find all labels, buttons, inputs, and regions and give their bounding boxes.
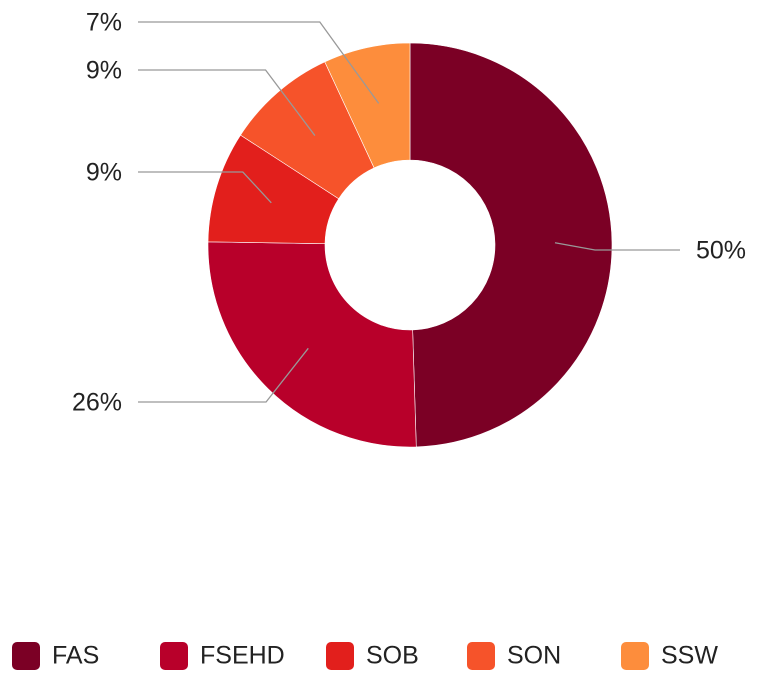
- legend-swatch: [12, 642, 40, 670]
- donut-slice: [324, 42, 411, 169]
- legend-label: SSW: [661, 642, 718, 670]
- leader-line: [138, 171, 272, 204]
- data-label: 26%: [72, 389, 122, 417]
- legend-swatch: [326, 642, 354, 670]
- legend-swatch: [160, 642, 188, 670]
- data-label: 9%: [86, 57, 122, 85]
- data-label: 7%: [86, 9, 122, 37]
- legend-label: FAS: [52, 642, 99, 670]
- leader-line: [138, 347, 309, 403]
- donut-slice: [207, 241, 417, 448]
- leader-line: [554, 242, 680, 251]
- legend-label: SOB: [366, 642, 419, 670]
- legend-label: FSEHD: [200, 642, 285, 670]
- data-label: 50%: [696, 237, 746, 265]
- donut-slice: [409, 42, 613, 448]
- leader-line: [138, 69, 316, 136]
- legend-label: SON: [507, 642, 561, 670]
- legend-swatch: [621, 642, 649, 670]
- legend-swatch: [467, 642, 495, 670]
- leader-line: [138, 21, 380, 104]
- data-label: 9%: [86, 159, 122, 187]
